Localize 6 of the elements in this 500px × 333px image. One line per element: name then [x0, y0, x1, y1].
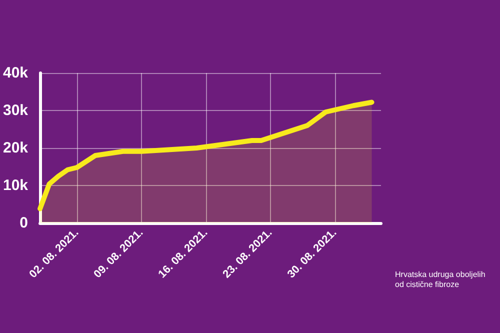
y-tick-label: 20k	[2, 140, 29, 156]
y-tick-label: 40k	[2, 64, 29, 82]
y-tick-label: 30k	[2, 102, 29, 119]
text: Hrvatska udruga oboljelih od cistične fibroze	[395, 270, 486, 290]
y-tick-label: 10k	[2, 177, 29, 194]
y-tick-label: 0	[20, 214, 28, 232]
